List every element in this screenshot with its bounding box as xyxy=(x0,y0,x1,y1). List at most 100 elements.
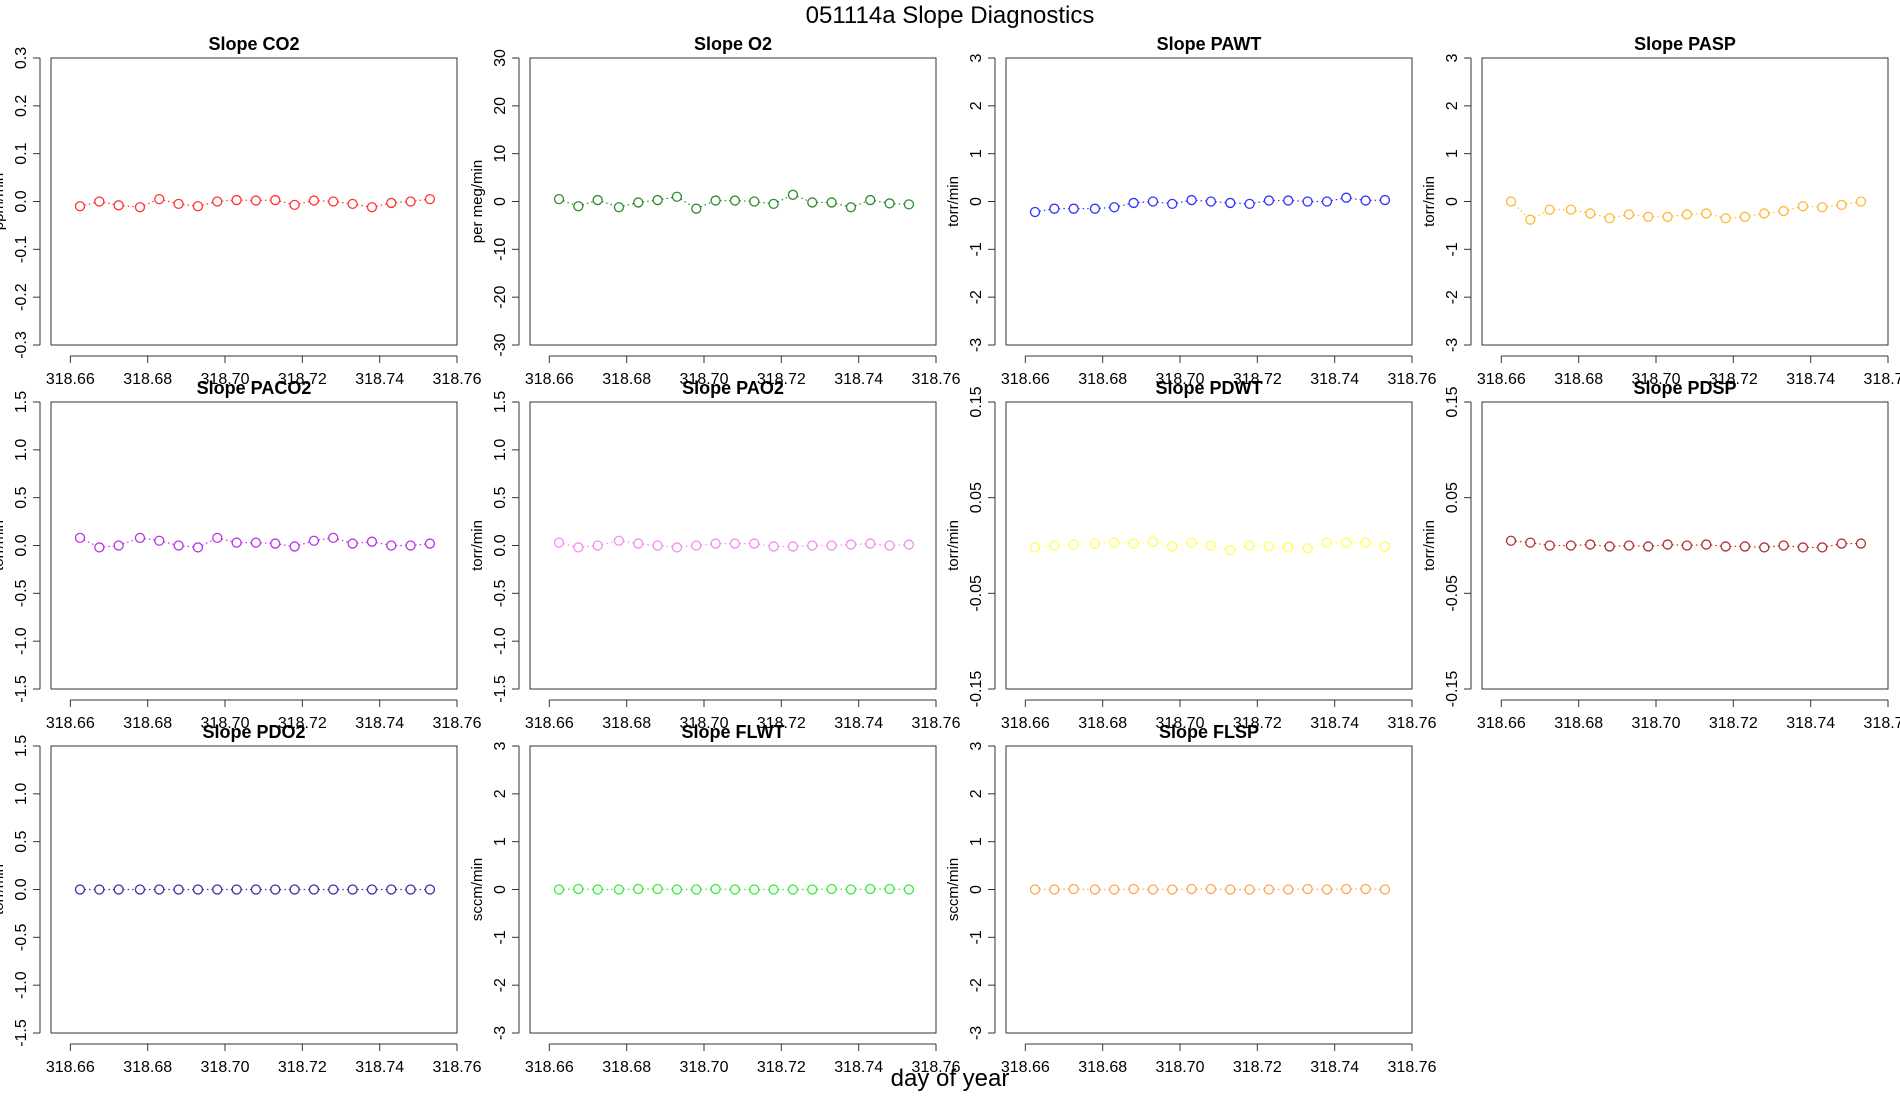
data-point xyxy=(553,884,565,895)
data-point xyxy=(94,884,105,895)
data-point xyxy=(308,195,320,206)
series-segment xyxy=(681,545,692,548)
chart-panel: Slope CO2 318.66 318.68 318.70 318.72 318.74 3… xyxy=(0,34,482,388)
series-segment xyxy=(1195,542,1207,546)
data-point xyxy=(231,194,242,206)
x-tick-label: 318.68 xyxy=(123,715,172,732)
series-segment xyxy=(563,543,575,547)
data-point xyxy=(1263,541,1275,552)
y-tick-label: 0 xyxy=(968,885,985,894)
y-tick-label: -0.5 xyxy=(13,579,30,607)
series-segment xyxy=(1768,545,1780,548)
data-point xyxy=(1128,538,1139,549)
y-tick-label: -0.15 xyxy=(968,671,985,708)
series-segment xyxy=(318,200,329,202)
y-tick-label: -0.15 xyxy=(1444,671,1461,708)
x-tick-label: 318.68 xyxy=(602,1059,651,1076)
y-tick-label: 20 xyxy=(492,97,509,115)
plot-frame xyxy=(1005,57,1413,346)
data-point xyxy=(1089,884,1101,895)
data-point xyxy=(749,884,760,895)
x-tick-label: 318.70 xyxy=(1632,371,1681,388)
x-tick-label: 318.74 xyxy=(1786,371,1835,388)
data-point xyxy=(1525,537,1536,548)
series-segment xyxy=(163,199,175,204)
data-point xyxy=(1797,201,1809,212)
data-point xyxy=(1505,196,1517,207)
y-axis-label: torr/min xyxy=(945,176,962,227)
series-segment xyxy=(874,543,886,546)
x-tick-label: 318.66 xyxy=(1477,715,1526,732)
y-tick-label: 10 xyxy=(492,145,509,163)
y-tick-label: -3 xyxy=(968,1026,985,1040)
data-point xyxy=(424,884,436,895)
series-segment xyxy=(700,201,712,208)
y-axis-label: sccm/min xyxy=(945,858,962,921)
y-tick-label: -0.1 xyxy=(13,235,30,263)
x-tick-label: 318.68 xyxy=(1078,371,1127,388)
series-segment xyxy=(1138,541,1149,544)
y-axis-label: torr/min xyxy=(945,520,962,571)
data-point xyxy=(573,201,584,212)
y-tick-label: 0.0 xyxy=(13,878,30,900)
series-segment xyxy=(1515,540,1526,543)
data-point xyxy=(826,883,837,895)
data-point xyxy=(1321,196,1333,207)
series-segment xyxy=(221,538,233,543)
data-point xyxy=(1167,198,1178,210)
chart-panel: Slope PDSP 318.66 318.68 318.70 318.72 318.74… xyxy=(1421,378,1900,732)
data-point xyxy=(1720,541,1731,552)
x-tick-label: 318.70 xyxy=(1156,715,1205,732)
y-tick-label: 2 xyxy=(1444,101,1461,110)
y-tick-label: 0 xyxy=(968,197,985,206)
y-tick-label: 0 xyxy=(492,197,509,206)
y-tick-label: 2 xyxy=(492,789,509,798)
y-tick-label: 1 xyxy=(968,149,985,158)
data-point xyxy=(1604,213,1615,224)
data-point xyxy=(1604,541,1615,552)
data-point xyxy=(347,884,358,895)
data-point xyxy=(884,198,895,209)
y-tick-label: 2 xyxy=(968,101,985,110)
data-point xyxy=(1623,540,1635,551)
data-point xyxy=(1068,883,1079,895)
data-point xyxy=(1643,211,1654,222)
data-point xyxy=(134,532,146,543)
data-point xyxy=(845,884,857,895)
x-tick-label: 318.72 xyxy=(1709,715,1758,732)
data-point xyxy=(1263,195,1275,206)
y-tick-label: 1.0 xyxy=(13,439,30,461)
series-segment xyxy=(855,543,866,545)
chart-panel: Slope FLSP 318.66 318.68 318.70 318.72 318.74… xyxy=(945,722,1437,1076)
data-point xyxy=(768,541,779,552)
data-point xyxy=(1797,542,1809,553)
plot-frame xyxy=(50,57,458,346)
data-point xyxy=(807,197,818,208)
y-tick-label: -1.0 xyxy=(492,627,509,655)
data-point xyxy=(884,883,895,895)
series-segment xyxy=(1369,542,1381,547)
y-tick-label: 3 xyxy=(492,741,509,750)
series-segment xyxy=(700,543,712,546)
series-segment xyxy=(1118,203,1130,207)
x-tick-label: 318.68 xyxy=(123,1059,172,1076)
series-segment xyxy=(1633,545,1644,547)
data-point xyxy=(94,196,105,207)
series-segment xyxy=(298,200,310,205)
y-tick-label: 0.3 xyxy=(13,47,30,69)
series-segment xyxy=(201,539,214,546)
data-point xyxy=(553,537,565,548)
data-point xyxy=(1302,196,1313,207)
y-tick-label: -1.5 xyxy=(13,1019,30,1047)
x-tick-label: 318.66 xyxy=(46,1059,95,1076)
series-segment xyxy=(1292,547,1304,549)
figure-title: 051114a Slope Diagnostics xyxy=(805,2,1095,29)
series-segment xyxy=(1331,197,1342,202)
plot-frame xyxy=(50,401,458,690)
data-point xyxy=(424,193,436,205)
series-segment xyxy=(1058,544,1070,546)
y-tick-label: 0.05 xyxy=(968,482,985,513)
data-point xyxy=(807,540,818,551)
data-point xyxy=(652,883,663,895)
data-point xyxy=(1662,211,1673,222)
